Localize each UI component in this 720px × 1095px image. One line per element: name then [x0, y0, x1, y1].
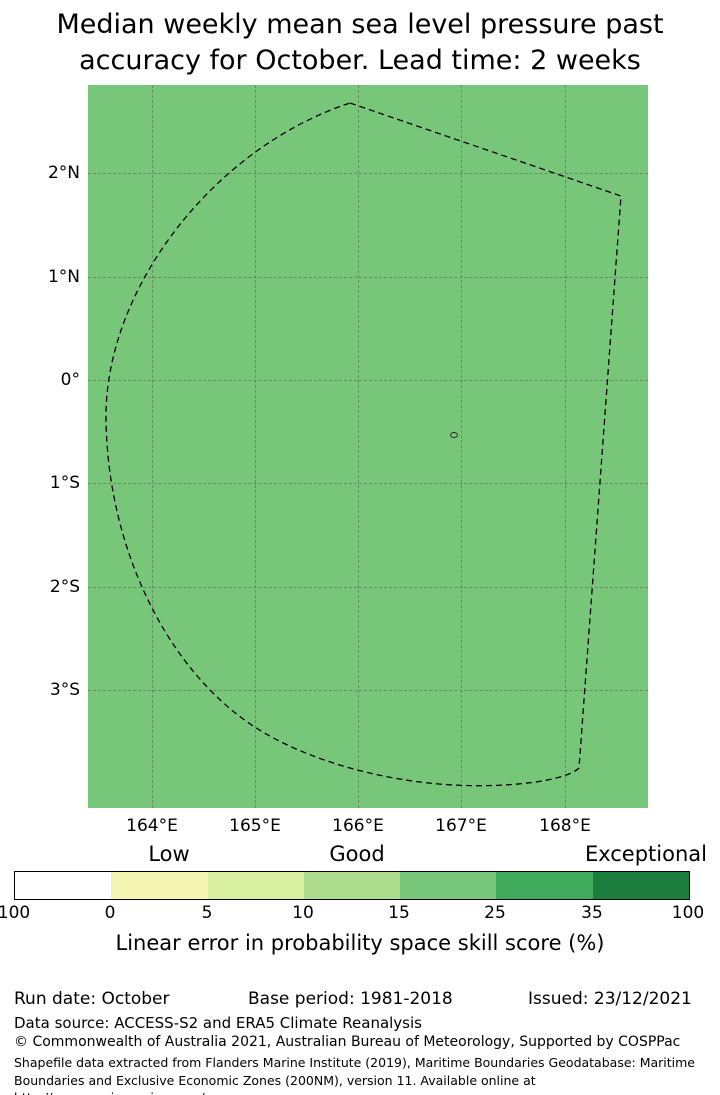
colorbar-tick-label: 5	[201, 903, 213, 923]
colorbar-segment	[207, 872, 304, 899]
gridline	[255, 85, 256, 808]
shapefile-note-text: Shapefile data extracted from Flanders M…	[14, 1055, 695, 1095]
colorbar-segment	[592, 872, 689, 899]
gridline	[358, 85, 359, 808]
gridline	[88, 277, 648, 278]
island-marker	[450, 432, 458, 438]
colorbar-segment	[111, 872, 208, 899]
map-plot-area	[88, 85, 648, 808]
gridline	[88, 380, 648, 381]
colorbar-label-low: Low	[148, 842, 190, 866]
colorbar	[14, 871, 690, 900]
colorbar-tick-label: 100	[671, 903, 705, 923]
y-tick-label: 1°S	[49, 473, 80, 493]
colorbar-tick-label: 25	[484, 903, 506, 923]
base-period-text: Base period: 1981-2018	[248, 989, 453, 1009]
x-tick-label: 165°E	[229, 816, 281, 836]
gridline	[88, 173, 648, 174]
colorbar-segment	[303, 872, 401, 899]
y-tick-label: 3°S	[49, 680, 80, 700]
data-source-text: Data source: ACCESS-S2 and ERA5 Climate …	[14, 1014, 422, 1032]
x-tick-label: 164°E	[126, 816, 178, 836]
x-tick-label: 168°E	[539, 816, 591, 836]
y-tick-label: 2°N	[47, 163, 80, 183]
colorbar-tick-label: 100	[0, 903, 31, 923]
y-tick-label: 1°N	[47, 267, 80, 287]
colorbar-tick-label: 15	[388, 903, 410, 923]
copyright-text: © Commonwealth of Australia 2021, Austra…	[14, 1034, 681, 1050]
gridline	[88, 483, 648, 484]
run-date-text: Run date: October	[14, 989, 170, 1009]
colorbar-tick-label: 10	[292, 903, 314, 923]
gridline	[461, 85, 462, 808]
colorbar-segment	[496, 872, 593, 899]
y-tick-label: 2°S	[49, 577, 80, 597]
map-overlay	[105, 102, 622, 787]
eez-boundary-line	[105, 102, 622, 787]
x-tick-label: 167°E	[435, 816, 487, 836]
colorbar-label-good: Good	[329, 842, 385, 866]
colorbar-label-exceptional: Exceptional	[584, 842, 707, 866]
chart-title-line1: Median weekly mean sea level pressure pa…	[56, 9, 664, 40]
y-tick-label: 0°	[60, 370, 80, 390]
issued-text: Issued: 23/12/2021	[528, 989, 692, 1009]
chart-title-line2: accuracy for October. Lead time: 2 weeks	[79, 45, 641, 76]
colorbar-tick-label: 0	[104, 903, 116, 923]
x-tick-label: 166°E	[332, 816, 384, 836]
gridline	[152, 85, 153, 808]
colorbar-axis-label: Linear error in probability space skill …	[115, 931, 605, 955]
gridline	[565, 85, 566, 808]
gridline	[88, 587, 648, 588]
chart-title: Median weekly mean sea level pressure pa…	[0, 7, 720, 79]
gridline	[88, 690, 648, 691]
colorbar-segment	[15, 872, 112, 899]
colorbar-tick-label: 35	[581, 903, 603, 923]
colorbar-segment	[400, 872, 497, 899]
